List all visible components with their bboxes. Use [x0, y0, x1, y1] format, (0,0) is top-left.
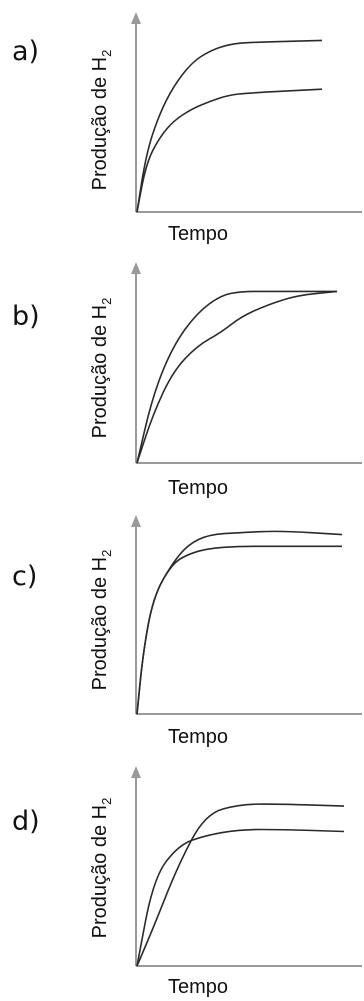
y-axis-label: Produção de H2	[89, 298, 114, 439]
y-axis-label: Produção de H2	[89, 550, 114, 691]
series-line-1	[136, 290, 337, 464]
chart-panel-1: a) Produção de H2 Tempo	[12, 12, 362, 245]
series-line-2	[136, 290, 338, 464]
series-line-2	[136, 530, 343, 715]
series-line-2	[136, 88, 323, 213]
series-line-1	[136, 828, 345, 967]
x-axis-label: Tempo	[168, 726, 228, 748]
x-axis-label: Tempo	[168, 477, 228, 499]
y-axis-arrow	[131, 262, 141, 274]
chart-panel-3: c) Produção de H2 Tempo	[12, 515, 362, 748]
option-label: a)	[12, 36, 39, 67]
option-label: c)	[12, 561, 37, 592]
y-axis-label: Produção de H2	[89, 798, 114, 939]
y-axis-arrow	[131, 12, 141, 24]
series-line-2	[136, 803, 345, 967]
x-axis-label: Tempo	[168, 223, 228, 245]
y-axis-arrow	[131, 766, 141, 778]
y-axis-label: Produção de H2	[89, 50, 114, 191]
option-label: d)	[12, 806, 40, 837]
x-axis-label: Tempo	[168, 976, 228, 998]
chart-panel-2: b) Produção de H2 Tempo	[12, 262, 362, 499]
option-label: b)	[12, 301, 40, 332]
y-axis-arrow	[131, 515, 141, 527]
chart-panel-4: d) Produção de H2 Tempo	[12, 766, 362, 998]
series-line-1	[136, 39, 323, 213]
